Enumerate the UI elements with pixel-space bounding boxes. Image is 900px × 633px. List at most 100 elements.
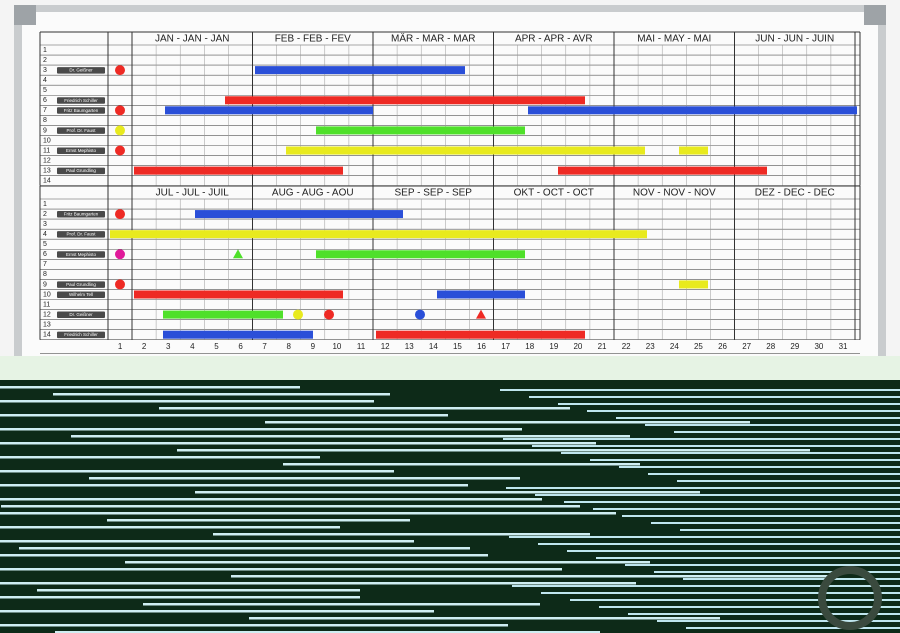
day-number: 31 (839, 342, 848, 351)
glitch-stripe (628, 613, 900, 615)
day-number: 26 (718, 342, 727, 351)
row-number: 6 (43, 251, 47, 258)
magnet-strip (134, 290, 343, 299)
board-surface (22, 12, 878, 358)
day-number: 23 (646, 342, 655, 351)
glitch-stripe (0, 568, 562, 571)
glitch-stripe (567, 550, 900, 552)
glitch-stripe (0, 498, 542, 501)
glitch-stripe (177, 449, 810, 452)
glitch-stripe (0, 470, 394, 473)
glitch-stripe (593, 508, 900, 510)
name-plate (57, 251, 105, 258)
row-number: 1 (43, 47, 47, 54)
glitch-stripe (159, 407, 570, 410)
glitch-stripe (0, 428, 522, 431)
glitch-stripe (657, 620, 900, 622)
glitch-stripe (512, 585, 900, 587)
magnet-strip (679, 146, 708, 155)
row-name: Fritz Baumgarten (64, 108, 99, 113)
name-plate (57, 231, 105, 238)
row-number: 14 (43, 178, 51, 185)
row-name: Prof. Dr. Faust (66, 232, 96, 237)
day-number: 15 (453, 342, 462, 351)
name-plate (57, 211, 105, 218)
row-number: 4 (43, 231, 47, 238)
magnet-dot (415, 309, 425, 320)
glitch-stripe (283, 463, 640, 466)
day-number: 28 (766, 342, 775, 351)
magnet-strip (316, 126, 525, 135)
glitch-stripe (599, 606, 900, 608)
magnet-dot (115, 105, 125, 116)
row-number: 7 (43, 261, 47, 268)
glitch-stripe (1, 505, 580, 508)
day-number: 24 (670, 342, 679, 351)
glitch-stripe (0, 386, 300, 389)
day-number: 4 (190, 342, 195, 351)
glitch-stripe (0, 512, 616, 515)
row-name: Friedrich Schiller (64, 332, 98, 337)
watermark (818, 566, 882, 630)
magnet-strip (679, 280, 708, 289)
day-number: 14 (429, 342, 438, 351)
magnet-strip (165, 106, 373, 115)
glitch-stripe (561, 452, 900, 454)
magnet-dot (115, 65, 125, 76)
glitch-stripe (0, 610, 434, 613)
magnet-strip (163, 310, 283, 319)
glitch-stripe (564, 501, 900, 503)
day-number: 16 (477, 342, 486, 351)
day-number: 25 (694, 342, 703, 351)
day-number: 19 (549, 342, 558, 351)
magnet-strip (163, 330, 313, 339)
glitch-stripe (0, 456, 320, 459)
magnet-dot (115, 125, 125, 136)
magnets (110, 65, 857, 339)
month-header: JUL - JUL - JUIL (156, 188, 230, 199)
row-name: Ernst Mephisto (66, 252, 97, 257)
day-number: 11 (357, 342, 366, 351)
month-header: JAN - JAN - JAN (155, 34, 229, 45)
glitch-stripe (0, 554, 488, 557)
glitch-stripe (0, 526, 340, 529)
glitch-stripe (249, 617, 720, 620)
glitch-stripe (677, 480, 900, 482)
glitch-stripe (55, 631, 600, 633)
day-number: 2 (142, 342, 147, 351)
row-number: 5 (43, 241, 47, 248)
row-number: 6 (43, 97, 47, 104)
glitch-stripe (680, 529, 900, 531)
magnet-dot (293, 309, 303, 320)
row-number: 12 (43, 311, 51, 318)
glitch-stripe (587, 410, 900, 412)
glitch-stripe (503, 438, 900, 440)
name-plate (57, 147, 105, 154)
month-header: MAI - MAY - MAI (637, 34, 711, 45)
glitch-stripe (53, 393, 390, 396)
magnet-strip (558, 166, 767, 175)
glitch-stripe (265, 421, 750, 424)
name-plate (57, 67, 105, 74)
glitch-stripe (619, 466, 900, 468)
row-number: 9 (43, 127, 47, 134)
row-number: 11 (43, 301, 50, 308)
magnet-strip (437, 290, 525, 299)
row-number: 8 (43, 117, 47, 124)
day-number: 20 (573, 342, 582, 351)
glitch-stripe (622, 515, 900, 517)
month-header: MÄR - MAR - MAR (391, 33, 475, 45)
glitch-stripe (107, 519, 410, 522)
glitch-band (0, 356, 900, 382)
glitch-stripe (0, 442, 596, 445)
magnet-strip (316, 250, 525, 259)
day-number: 27 (742, 342, 751, 351)
glitch-stripe (648, 473, 900, 475)
magnet-strip (134, 166, 343, 175)
glitch-stripe (125, 561, 650, 564)
magnet-strip (225, 96, 585, 105)
row-number: 10 (43, 137, 51, 144)
month-header: OKT - OCT - OCT (514, 188, 594, 199)
row-name: Paul Grundling (66, 168, 96, 173)
